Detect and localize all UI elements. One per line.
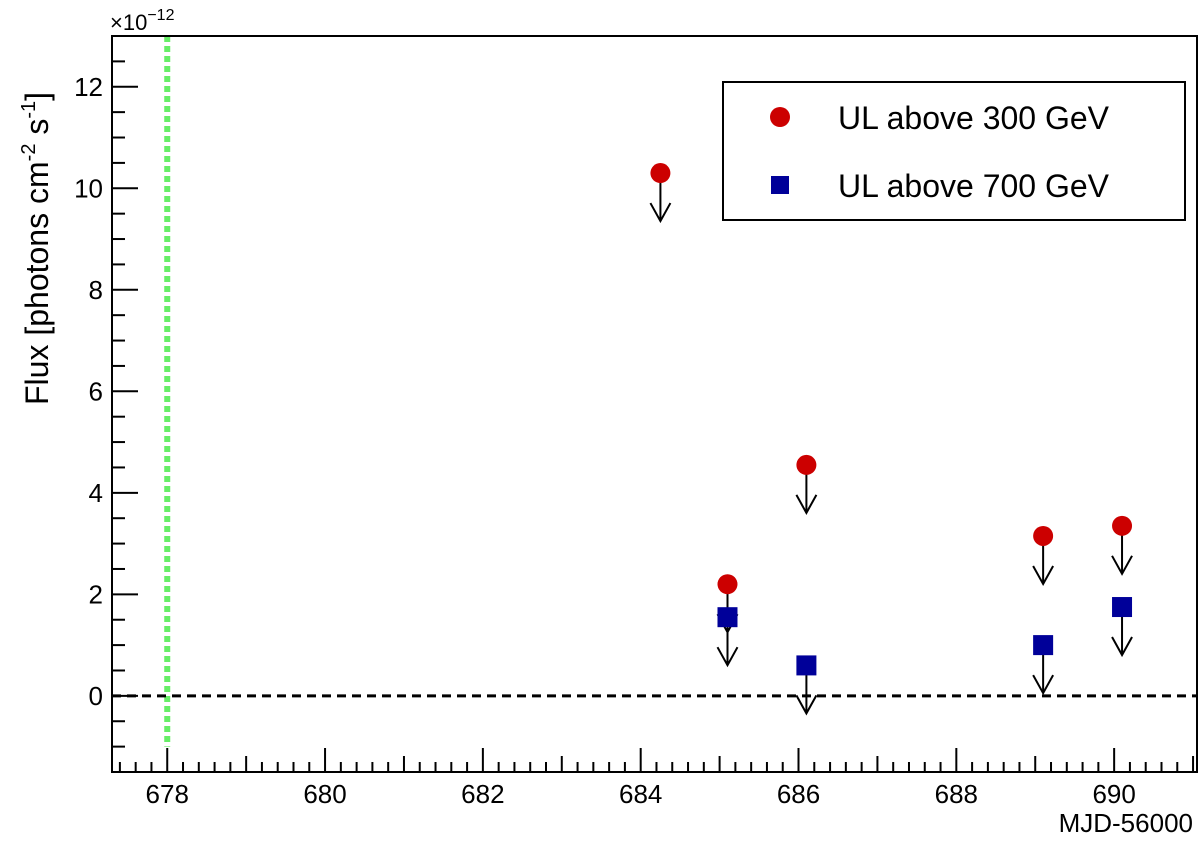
x-tick-label: 678 — [146, 779, 189, 809]
ul-700gev-point — [1033, 635, 1054, 656]
y-tick-label: 4 — [89, 478, 103, 508]
ul-700gev-arrow-head — [1111, 636, 1133, 658]
ul-700gev-arrow-head — [716, 646, 739, 668]
x-tick-label: 680 — [303, 779, 346, 809]
ul-300gev-arrow-head — [795, 494, 818, 515]
legend-box — [722, 81, 1186, 221]
legend: UL above 300 GeV UL above 700 GeV — [722, 81, 1186, 221]
y-axis-title: Flux [photons cm-2 s-1] — [18, 92, 55, 405]
y-tick-label: 8 — [89, 275, 103, 305]
ul-700gev-point — [717, 607, 738, 628]
y-tick-label: 6 — [89, 376, 103, 406]
y-tick-label: 2 — [89, 579, 103, 609]
x-tick-label: 690 — [1092, 779, 1135, 809]
ul-300gev-point — [650, 163, 671, 184]
data-series — [649, 163, 1133, 716]
ul-700gev-point — [1112, 597, 1133, 618]
plot-area-border — [111, 35, 1198, 773]
y-tick-label: 10 — [74, 173, 103, 203]
y-tick-label: 0 — [89, 681, 103, 711]
ul-300gev-point — [1112, 515, 1133, 536]
reference-lines — [112, 36, 1197, 747]
ul-700gev-point — [796, 655, 817, 676]
y-axis-multiplier: ×10−12 — [110, 7, 175, 35]
plot-frame — [111, 35, 1198, 773]
y-axis-tick-labels: 0 2 4 6 8 10 12 — [74, 72, 103, 711]
ul-300gev-arrow-head — [1111, 555, 1133, 576]
y-axis-ticks — [112, 35, 138, 773]
ul-300gev-arrow-head — [1032, 565, 1055, 587]
ul-700gev-series — [716, 597, 1133, 716]
x-axis-title: MJD-56000 — [1059, 808, 1193, 837]
x-axis-tick-labels: 678 680 682 684 686 688 690 — [146, 779, 1136, 809]
x-tick-label: 688 — [935, 779, 978, 809]
legend-label-700gev: UL above 700 GeV — [838, 168, 1110, 204]
ul-300gev-point — [796, 454, 817, 475]
x-tick-label: 682 — [461, 779, 504, 809]
ul-300gev-arrow-head — [649, 202, 672, 224]
ul-300gev-point — [1033, 525, 1054, 546]
x-axis-ticks — [118, 748, 1195, 772]
legend-marker-300gev — [770, 107, 790, 127]
ul-300gev-point — [717, 574, 738, 595]
x-tick-label: 686 — [777, 779, 820, 809]
ul-700gev-arrow-head — [795, 694, 818, 716]
y-tick-label: 12 — [74, 72, 103, 102]
ul-700gev-arrow-head — [1032, 674, 1055, 696]
ul-300gev-series — [649, 163, 1133, 635]
x-tick-label: 684 — [619, 779, 662, 809]
legend-marker-700gev — [771, 176, 789, 194]
legend-label-300gev: UL above 300 GeV — [838, 100, 1110, 136]
